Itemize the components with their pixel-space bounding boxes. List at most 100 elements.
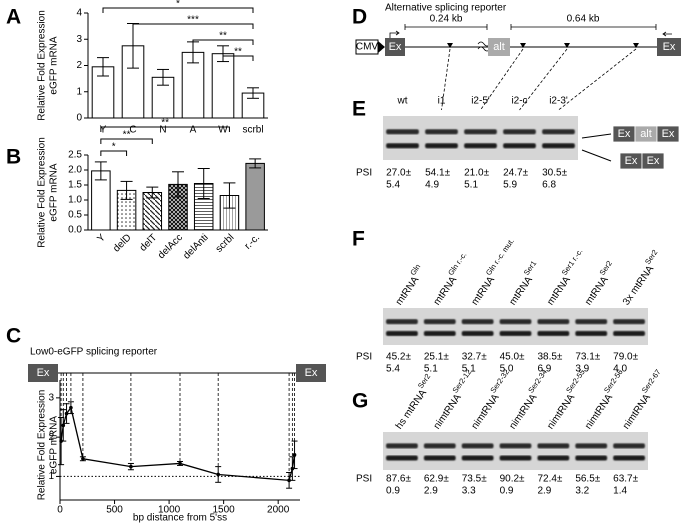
psi-value: 54.1± xyxy=(425,168,450,179)
lane-name: nimtRNA xyxy=(545,392,577,431)
insert-link xyxy=(441,48,451,111)
psi-value: 79.0± xyxy=(613,352,638,363)
gel-band xyxy=(575,319,608,325)
gel-band xyxy=(386,455,418,461)
psi-value: 62.9± xyxy=(424,474,449,485)
y-axis-label: eGFP mRNA xyxy=(49,36,60,94)
gel-band xyxy=(423,330,456,336)
psi-sd: 3.9 xyxy=(575,364,589,375)
y-axis-label: Relative Fold Expression xyxy=(37,10,48,121)
significance-label: ** xyxy=(123,130,131,141)
gel-band xyxy=(461,330,494,336)
gel-band xyxy=(537,443,570,449)
x-tick-label: 1500 xyxy=(213,505,236,516)
psi-value: 73.1± xyxy=(575,352,600,363)
y-tick-label: 0.0 xyxy=(68,225,82,236)
isoform-link xyxy=(581,133,612,139)
scale-label: 0.64 kb xyxy=(567,14,600,25)
psi-sd: 5.1 xyxy=(424,364,438,375)
significance-bracket xyxy=(222,55,254,61)
insert-site xyxy=(447,43,453,48)
x-tick-label: W xyxy=(218,125,228,136)
promoter-arrow xyxy=(378,41,385,53)
exon-box xyxy=(28,364,58,382)
psi-sd: 5.1 xyxy=(462,364,476,375)
x-tick-label: Y xyxy=(100,125,107,136)
x-tick-label: delAcc xyxy=(156,232,185,261)
lane-name: mtRNA xyxy=(469,274,497,307)
y-tick-label: 2 xyxy=(76,60,82,71)
lane-name: nimtRNA xyxy=(507,392,539,431)
x-tick-label: scrbl xyxy=(214,232,237,255)
x-tick-label: Y xyxy=(95,232,108,245)
lane-name: nimtRNA xyxy=(469,392,501,431)
alt-exon-label: alt xyxy=(493,41,505,53)
gel-band xyxy=(423,455,456,461)
psi-sd: 4.9 xyxy=(425,180,439,191)
x-tick-label: delD xyxy=(111,232,133,254)
lane-superscript: Ser2-67 xyxy=(640,368,663,395)
psi-sd: 3.2 xyxy=(575,486,589,497)
lane-superscript: Ser1 xyxy=(522,259,538,277)
gel-band xyxy=(386,319,418,325)
psi-sd: 0.9 xyxy=(500,486,514,497)
psi-value: 56.5± xyxy=(575,474,600,485)
lane-superscript: Ser2-34 xyxy=(526,368,549,395)
gel-band xyxy=(386,330,418,336)
psi-value: 24.7± xyxy=(503,168,528,179)
lane-name: hs mtRNA xyxy=(394,387,429,431)
bar xyxy=(245,162,265,231)
gel xyxy=(383,308,648,345)
y-tick-label: 1.5 xyxy=(68,180,82,191)
gel-band xyxy=(537,455,570,461)
isoform-exon-label: Ex xyxy=(662,128,675,140)
significance-label: * xyxy=(176,0,180,10)
data-point xyxy=(69,405,73,410)
significance-label: * xyxy=(112,142,116,153)
scale-bar xyxy=(404,24,488,30)
panel-label: G xyxy=(352,390,368,413)
lane-label: i2-3' xyxy=(549,96,568,107)
x-tick-label: scrbl xyxy=(242,125,263,136)
psi-value: 63.7± xyxy=(613,474,638,485)
isoform-exon xyxy=(641,152,665,170)
panel-label: B xyxy=(6,146,21,169)
lane-superscript: Ser2-12 xyxy=(451,368,474,395)
x-tick-label: C xyxy=(129,125,136,136)
gel-band xyxy=(503,143,536,149)
lane-name: 3x mtRNA xyxy=(621,263,656,307)
isoform-exon xyxy=(656,125,680,143)
significance-bracket xyxy=(132,23,254,29)
y-tick-label: 3 xyxy=(76,34,82,45)
lane-name: mtRNA xyxy=(431,274,459,307)
gel-band xyxy=(423,443,456,449)
end-arrow xyxy=(662,31,672,37)
psi-label: PSI xyxy=(356,474,372,485)
exon-label: Ex xyxy=(37,367,50,379)
gel-band xyxy=(575,330,608,336)
gel-band xyxy=(386,443,418,449)
gel-band xyxy=(499,319,532,325)
lane-label: mtRNASer2 xyxy=(579,259,619,307)
scale-bar xyxy=(510,24,657,30)
y-axis-label: eGFP mRNA xyxy=(49,163,60,221)
psi-sd: 6.9 xyxy=(537,364,551,375)
psi-sd: 3.3 xyxy=(462,486,476,497)
psi-sd: 6.8 xyxy=(542,180,556,191)
psi-value: 45.0± xyxy=(500,352,525,363)
exon-box xyxy=(657,38,681,56)
gel xyxy=(383,116,578,160)
data-point xyxy=(81,456,85,461)
psi-value: 45.2± xyxy=(386,352,411,363)
y-tick-label: 3 xyxy=(48,392,54,403)
chart-title: Low0-eGFP splicing reporter xyxy=(30,347,158,358)
gel-band xyxy=(575,443,608,449)
psi-value: 87.6± xyxy=(386,474,411,485)
psi-sd: 5.4 xyxy=(386,364,400,375)
y-axis-label: Relative Fold Expression xyxy=(37,137,48,248)
psi-value: 72.4± xyxy=(537,474,562,485)
insert-site xyxy=(633,43,639,48)
insert-site xyxy=(520,43,526,48)
psi-sd: 5.4 xyxy=(386,180,400,191)
